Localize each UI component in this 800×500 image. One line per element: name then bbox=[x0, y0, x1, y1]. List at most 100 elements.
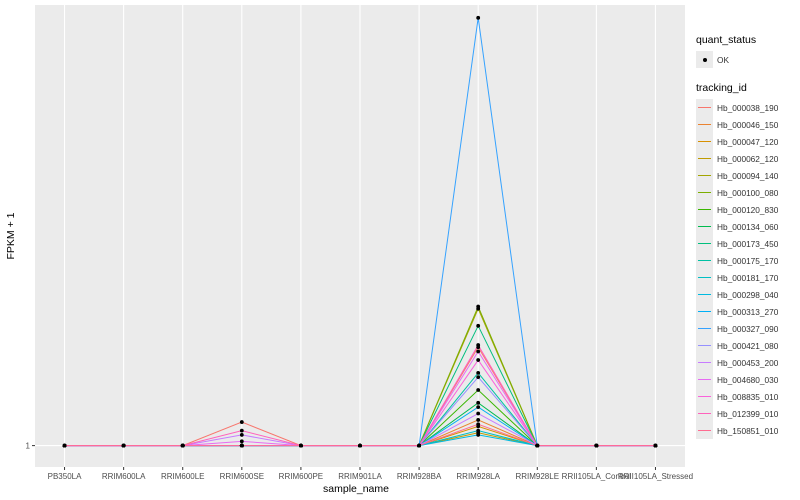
data-point bbox=[476, 428, 481, 433]
line-swatch-icon bbox=[696, 150, 713, 167]
data-point bbox=[476, 370, 481, 375]
legend-title-quant-status: quant_status bbox=[696, 34, 757, 46]
legend-label: Hb_000047_120 bbox=[717, 136, 779, 147]
data-point bbox=[239, 443, 244, 448]
data-point bbox=[239, 420, 244, 424]
data-point bbox=[476, 411, 481, 416]
data-point bbox=[476, 304, 481, 309]
line-swatch-icon bbox=[696, 337, 713, 354]
x-tick-label: RRIM600PE bbox=[279, 472, 323, 481]
legend-item-hb-000173-450: Hb_000173_450 bbox=[696, 235, 800, 252]
legend-item-hb-000421-080: Hb_000421_080 bbox=[696, 337, 800, 354]
legend-item-hb-008835-010: Hb_008835_010 bbox=[696, 388, 800, 405]
legend-title-tracking-id: tracking_id bbox=[696, 82, 747, 94]
point-marker-icon bbox=[696, 51, 713, 68]
data-point bbox=[476, 375, 481, 380]
legend-label: Hb_000313_270 bbox=[717, 306, 779, 317]
data-point bbox=[121, 443, 126, 448]
legend-label: Hb_012399_010 bbox=[717, 408, 779, 419]
legend-item-hb-000046-150: Hb_000046_150 bbox=[696, 116, 800, 133]
line-swatch-icon bbox=[696, 371, 713, 388]
legend-label: Hb_000062_120 bbox=[717, 153, 779, 164]
data-point bbox=[299, 443, 303, 448]
legend-item-hb-000175-170: Hb_000175_170 bbox=[696, 252, 800, 269]
axis-ticks: PB350LA RRIM600LA RRIM600LE RRIM600SE RRIM60… bbox=[26, 442, 693, 481]
legend-label: Hb_000100_080 bbox=[717, 187, 779, 198]
line-swatch-icon bbox=[696, 320, 713, 337]
line-swatch-icon bbox=[696, 99, 713, 116]
data-point bbox=[476, 323, 481, 328]
data-point bbox=[476, 343, 481, 347]
legend-quant-status: quant_status OK bbox=[696, 34, 800, 68]
legend-item-hb-000181-170: Hb_000181_170 bbox=[696, 269, 800, 286]
legend-label: Hb_000421_080 bbox=[717, 340, 779, 351]
x-tick-label: RRII105LA_Control bbox=[562, 472, 632, 481]
data-point bbox=[476, 15, 481, 20]
x-tick-label: RRIM928LE bbox=[515, 472, 559, 481]
x-axis-label: sample_name bbox=[323, 483, 389, 495]
data-point bbox=[653, 443, 658, 448]
line-swatch-icon bbox=[696, 269, 713, 286]
legend-label: Hb_000094_140 bbox=[717, 170, 779, 181]
legend-item-hb-012399-010: Hb_012399_010 bbox=[696, 405, 800, 422]
data-point bbox=[476, 400, 481, 405]
x-tick-label: RRIM600LA bbox=[102, 472, 146, 481]
y-tick-label: 1 bbox=[26, 442, 31, 451]
data-point bbox=[62, 443, 67, 448]
line-swatch-icon bbox=[696, 133, 713, 150]
line-swatch-icon bbox=[696, 218, 713, 235]
legend-item-hb-000298-040: Hb_000298_040 bbox=[696, 286, 800, 303]
data-point bbox=[239, 428, 244, 433]
legend-item-hb-000062-120: Hb_000062_120 bbox=[696, 150, 800, 167]
x-tick-label: PB350LA bbox=[48, 472, 82, 481]
legend-item-hb-000327-090: Hb_000327_090 bbox=[696, 320, 800, 337]
legend-label: Hb_000046_150 bbox=[717, 119, 779, 130]
data-point bbox=[476, 433, 481, 437]
line-swatch-icon bbox=[696, 422, 713, 439]
line-swatch-icon bbox=[696, 303, 713, 320]
line-swatch-icon bbox=[696, 167, 713, 184]
data-point bbox=[535, 443, 540, 448]
line-swatch-icon bbox=[696, 201, 713, 218]
legend-item-hb-000047-120: Hb_000047_120 bbox=[696, 133, 800, 150]
data-point bbox=[476, 422, 481, 427]
data-point bbox=[239, 439, 244, 444]
data-point bbox=[594, 443, 599, 448]
legend-item-hb-004680-030: Hb_004680_030 bbox=[696, 371, 800, 388]
legend-label: Hb_000134_060 bbox=[717, 221, 779, 232]
line-swatch-icon bbox=[696, 235, 713, 252]
legend-label: Hb_000173_450 bbox=[717, 238, 779, 249]
data-point bbox=[476, 388, 481, 392]
data-point bbox=[476, 358, 481, 362]
legend-label: Hb_000181_170 bbox=[717, 272, 779, 283]
legend-label: Hb_000175_170 bbox=[717, 255, 779, 266]
legend-item-hb-000094-140: Hb_000094_140 bbox=[696, 167, 800, 184]
line-swatch-icon bbox=[696, 252, 713, 269]
line-swatch-icon bbox=[696, 388, 713, 405]
legend-label: Hb_000327_090 bbox=[717, 323, 779, 334]
legend-item-hb-000038-190: Hb_000038_190 bbox=[696, 99, 800, 116]
legend-item-ok: OK bbox=[696, 51, 800, 68]
legend-item-hb-000313-270: Hb_000313_270 bbox=[696, 303, 800, 320]
y-axis-label: FPKM + 1 bbox=[5, 212, 17, 259]
legend-item-hb-150851-010: Hb_150851_010 bbox=[696, 422, 800, 439]
data-points bbox=[62, 15, 658, 448]
line-swatch-icon bbox=[696, 184, 713, 201]
line-swatch-icon bbox=[696, 405, 713, 422]
line-swatch-icon bbox=[696, 286, 713, 303]
legend-label: Hb_000038_190 bbox=[717, 102, 779, 113]
data-point bbox=[358, 443, 362, 448]
legend-label: Hb_000453_200 bbox=[717, 357, 779, 368]
x-tick-label: RRII105LA_Stressed bbox=[618, 472, 693, 481]
legend-label: OK bbox=[717, 54, 729, 65]
grid-lines bbox=[35, 5, 685, 467]
data-point bbox=[476, 418, 481, 422]
legend-item-hb-000100-080: Hb_000100_080 bbox=[696, 184, 800, 201]
legend-label: Hb_150851_010 bbox=[717, 425, 779, 436]
data-point bbox=[417, 443, 421, 448]
data-point bbox=[180, 443, 185, 448]
x-tick-label: RRIM901LA bbox=[338, 472, 382, 481]
data-point bbox=[239, 433, 244, 437]
x-tick-label: RRIM928LA bbox=[456, 472, 500, 481]
